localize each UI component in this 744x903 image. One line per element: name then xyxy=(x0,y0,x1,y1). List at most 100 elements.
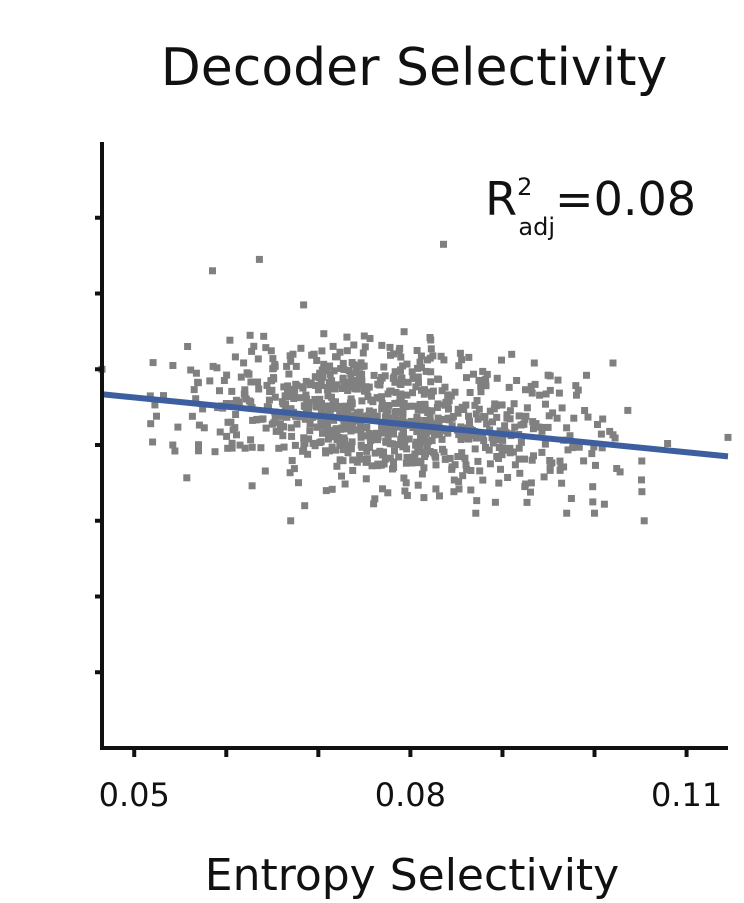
scatter-point xyxy=(309,439,317,447)
scatter-point xyxy=(394,441,402,449)
scatter-point xyxy=(216,387,223,395)
scatter-point xyxy=(288,432,296,440)
scatter-point xyxy=(370,500,378,508)
scatter-point xyxy=(592,461,599,469)
scatter-point xyxy=(434,375,442,383)
scatter-point xyxy=(439,415,446,423)
scatter-point xyxy=(414,364,421,372)
y-axis-ticks xyxy=(95,215,102,675)
scatter-point xyxy=(463,466,471,473)
scatter-point xyxy=(317,382,325,389)
scatter-point xyxy=(553,414,561,422)
scatter-point xyxy=(307,379,315,387)
scatter-point xyxy=(471,445,479,453)
scatter-point xyxy=(420,464,428,472)
scatter-point xyxy=(313,357,321,364)
scatter-point xyxy=(240,390,248,398)
scatter-point xyxy=(391,399,399,407)
scatter-point xyxy=(382,437,390,445)
scatter-point xyxy=(261,467,269,475)
scatter-point xyxy=(146,392,154,400)
scatter-point xyxy=(223,371,231,379)
scatter-point xyxy=(439,445,446,453)
chart-title: Decoder Selectivity xyxy=(161,38,668,98)
scatter-point xyxy=(589,483,597,491)
scatter-point xyxy=(451,461,459,469)
scatter-point xyxy=(378,341,386,349)
scatter-point xyxy=(426,334,434,341)
scatter-point xyxy=(339,385,346,392)
scatter-point xyxy=(350,382,358,389)
scatter-point xyxy=(380,460,388,468)
scatter-point xyxy=(369,408,377,416)
scatter-point xyxy=(437,352,445,360)
scatter-point xyxy=(290,465,298,473)
scatter-point xyxy=(503,414,511,422)
scatter-point xyxy=(440,356,448,364)
scatter-point xyxy=(344,449,352,457)
scatter-point xyxy=(462,401,470,409)
scatter-point xyxy=(268,386,276,394)
scatter-point xyxy=(283,362,291,370)
scatter-point xyxy=(288,457,296,465)
scatter-point xyxy=(597,430,605,438)
scatter-point xyxy=(295,479,302,487)
scatter-point xyxy=(664,440,672,447)
scatter-point xyxy=(257,444,265,452)
scatter-point xyxy=(540,424,548,431)
scatter-point xyxy=(421,400,429,408)
scatter-point xyxy=(291,386,298,394)
scatter-point xyxy=(356,422,364,430)
scatter-point xyxy=(320,330,328,338)
scatter-point xyxy=(287,517,295,525)
scatter-point xyxy=(540,473,548,481)
scatter-point xyxy=(575,443,583,451)
scatter-point xyxy=(287,357,295,365)
scatter-point xyxy=(527,488,534,496)
scatter-point xyxy=(278,398,286,406)
scatter-point xyxy=(270,419,278,427)
scatter-point xyxy=(567,495,575,502)
scatter-point xyxy=(295,394,303,402)
scatter-point xyxy=(458,356,466,364)
scatter-point xyxy=(556,457,564,465)
scatter-point xyxy=(477,382,485,390)
scatter-point xyxy=(638,457,646,465)
scatter-point xyxy=(286,469,294,477)
scatter-point xyxy=(493,374,501,382)
scatter-point xyxy=(498,356,505,364)
scatter-point xyxy=(226,336,234,344)
scatter-point xyxy=(348,359,356,366)
scatter-point xyxy=(371,495,379,503)
scatter-point xyxy=(160,392,167,400)
scatter-point xyxy=(284,382,292,390)
scatter-point xyxy=(454,405,462,413)
scatter-point xyxy=(483,420,491,428)
scatter-point xyxy=(356,452,364,459)
scatter-point xyxy=(263,403,271,411)
scatter-point xyxy=(495,444,503,451)
scatter-point xyxy=(378,373,386,381)
scatter-point xyxy=(339,446,347,454)
scatter-point xyxy=(222,400,230,407)
scatter-point xyxy=(391,447,398,455)
scatter-point xyxy=(228,439,236,447)
scatter-point xyxy=(311,396,319,403)
scatter-point xyxy=(382,429,390,437)
scatter-point xyxy=(414,406,422,414)
scatter-point xyxy=(359,349,367,357)
scatter-point xyxy=(517,421,525,429)
scatter-point xyxy=(530,359,538,367)
scatter-point xyxy=(360,432,368,440)
scatter-point xyxy=(527,382,535,390)
scatter-point xyxy=(357,359,365,367)
r2-annotation: R2 adj=0.08 xyxy=(485,172,696,241)
scatter-point xyxy=(401,487,409,495)
scatter-point xyxy=(388,428,396,435)
scatter-point xyxy=(364,393,372,401)
scatter-point xyxy=(347,377,355,385)
scatter-point xyxy=(624,406,632,414)
scatter-point xyxy=(434,414,442,422)
scatter-point xyxy=(366,434,374,442)
scatter-point xyxy=(370,434,378,442)
